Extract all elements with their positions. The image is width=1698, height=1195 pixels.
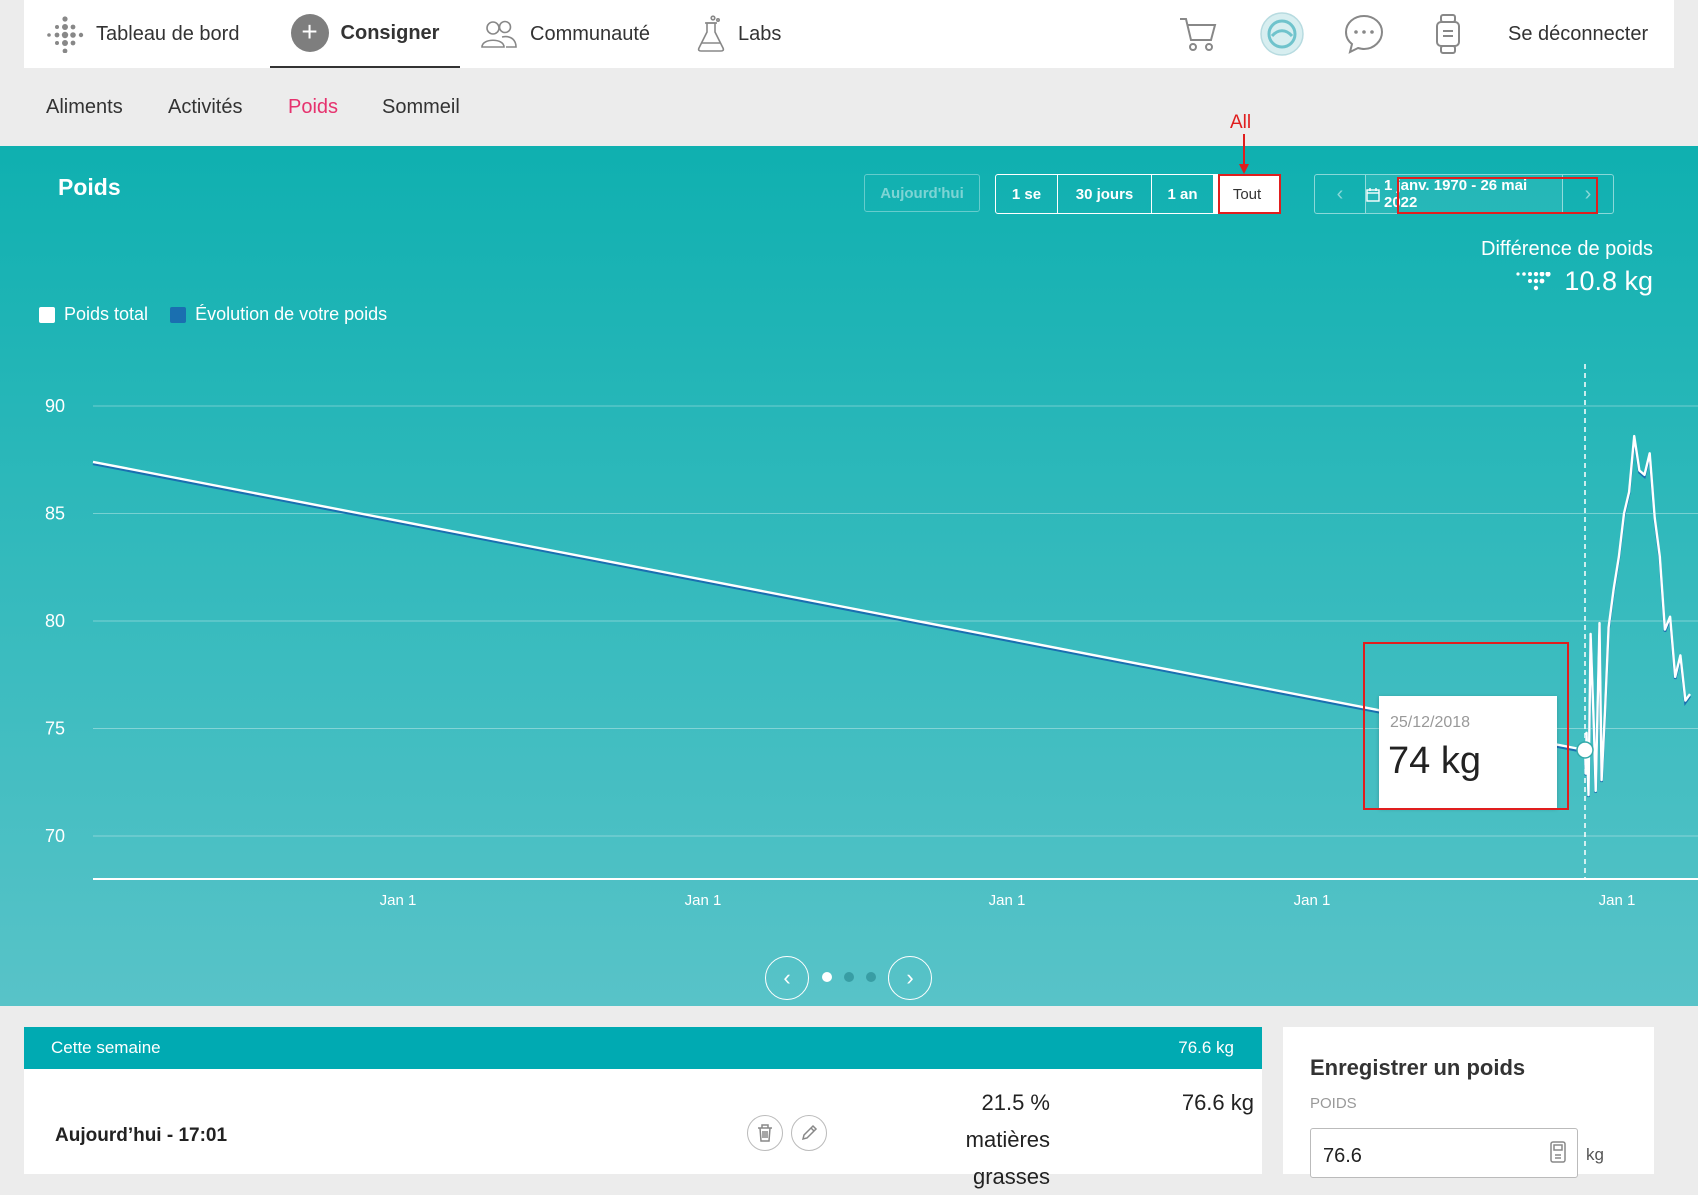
tooltip-value: 74 kg bbox=[1388, 740, 1481, 782]
range-all[interactable]: Tout bbox=[1214, 175, 1280, 213]
series-line-0 bbox=[92, 434, 1691, 797]
today-button[interactable]: Aujourd'hui bbox=[864, 174, 980, 212]
nav-community-label: Communauté bbox=[530, 22, 651, 45]
tab-weight[interactable]: Poids bbox=[288, 96, 339, 118]
flask-icon bbox=[696, 15, 726, 53]
this-week-total: 76.6 kg bbox=[1178, 1038, 1234, 1057]
log-weight-title: Enregistrer un poids bbox=[1310, 1055, 1526, 1080]
next-period-icon[interactable]: › bbox=[1584, 182, 1592, 205]
scale-icon bbox=[1550, 1141, 1566, 1163]
chart-tooltip: 25/12/2018 74 kg bbox=[1379, 696, 1557, 808]
weight-panel: Poids Aujourd'hui 1 se 30 jours 1 an Tou… bbox=[0, 112, 1698, 1006]
community-icon bbox=[480, 19, 518, 49]
weight-chart[interactable]: 90 85 80 75 70 Jan 1 Jan 1 Jan 1 Jan 1 Jan 1 bbox=[0, 146, 1698, 1006]
nav-log-label: Consigner bbox=[340, 21, 440, 44]
pager-dot-3[interactable] bbox=[866, 972, 876, 982]
weight-diff-value-row: 10.8 kg bbox=[1516, 266, 1653, 297]
range-1-week[interactable]: 1 se bbox=[996, 175, 1058, 213]
chart-legend: Poids total Évolution de votre poids bbox=[39, 304, 387, 325]
fitbit-logo-icon bbox=[46, 15, 84, 53]
y-tick-80: 80 bbox=[45, 611, 65, 631]
x-tick-label: Jan 1 bbox=[1599, 892, 1636, 909]
x-tick-label: Jan 1 bbox=[1294, 892, 1331, 909]
legend-total-swatch bbox=[39, 306, 55, 323]
range-30-days[interactable]: 30 jours bbox=[1058, 175, 1152, 213]
messages-icon[interactable] bbox=[1340, 10, 1388, 58]
range-1-year[interactable]: 1 an bbox=[1152, 175, 1214, 213]
weight-diff-label: Différence de poids bbox=[1481, 238, 1653, 260]
nav-dashboard-label: Tableau de bord bbox=[96, 22, 240, 45]
chart-prev-button[interactable]: ‹ bbox=[765, 956, 809, 1000]
chart-next-button[interactable]: › bbox=[888, 956, 932, 1000]
weight-diff-value: 10.8 kg bbox=[1564, 266, 1653, 296]
tab-activities[interactable]: Activités bbox=[168, 96, 243, 118]
range-selector: 1 se 30 jours 1 an Tout bbox=[995, 174, 1281, 214]
page-title: Poids bbox=[58, 174, 121, 200]
nav-dashboard[interactable]: Tableau de bord bbox=[46, 0, 239, 68]
avatar[interactable] bbox=[1258, 10, 1306, 58]
x-tick-label: Jan 1 bbox=[989, 892, 1026, 909]
fitbit-dots-icon bbox=[1516, 271, 1552, 292]
y-tick-70: 70 bbox=[45, 826, 65, 846]
device-icon[interactable] bbox=[1424, 10, 1472, 58]
logout-link[interactable]: Se déconnecter bbox=[1508, 22, 1649, 45]
nav-community[interactable]: Communauté bbox=[480, 0, 650, 68]
y-tick-75: 75 bbox=[45, 719, 65, 739]
hover-point-marker bbox=[1576, 741, 1594, 759]
entry-fat-line-2: matières bbox=[965, 1127, 1050, 1152]
x-tick-label: Jan 1 bbox=[380, 892, 417, 909]
entry-fat-line-1: 21.5 % bbox=[981, 1090, 1051, 1115]
entry-date: Aujourd’hui - 17:01 bbox=[55, 1125, 228, 1146]
entry-weight: 76.6 kg bbox=[1181, 1090, 1254, 1115]
top-navigation: Tableau de bord + Consigner Communauté L… bbox=[24, 0, 1674, 68]
calendar-icon bbox=[1366, 187, 1380, 202]
this-week-header: Cette semaine 76.6 kg bbox=[24, 1027, 1262, 1069]
plus-icon: + bbox=[290, 14, 329, 52]
pager-dot-1[interactable] bbox=[822, 972, 832, 982]
entry-fat: 21.5 % matières grasses bbox=[904, 1084, 1050, 1195]
tooltip-date: 25/12/2018 bbox=[1390, 714, 1471, 731]
nav-labs-label: Labs bbox=[738, 22, 782, 45]
y-tick-90: 90 bbox=[45, 396, 65, 416]
nav-log[interactable]: + Consigner bbox=[270, 0, 460, 68]
tab-sleep[interactable]: Sommeil bbox=[382, 96, 460, 118]
this-week-card: Cette semaine 76.6 kg Aujourd’hui - 17:0… bbox=[24, 1027, 1262, 1189]
weight-unit: kg bbox=[1586, 1145, 1604, 1164]
prev-period-icon[interactable]: ‹ bbox=[1336, 182, 1344, 205]
x-tick-label: Jan 1 bbox=[685, 892, 722, 909]
weight-input[interactable] bbox=[1310, 1128, 1578, 1178]
legend-total-label[interactable]: Poids total bbox=[64, 304, 149, 324]
sub-navigation: Aliments Activités Poids Sommeil bbox=[0, 68, 1698, 146]
annotation-all-label: All bbox=[1230, 112, 1252, 133]
y-tick-85: 85 bbox=[45, 504, 65, 524]
this-week-title: Cette semaine bbox=[51, 1038, 161, 1057]
log-weight-label: POIDS bbox=[1310, 1095, 1357, 1112]
log-weight-card: Enregistrer un poids POIDS kg bbox=[1283, 1027, 1654, 1178]
trash-icon[interactable] bbox=[747, 1115, 783, 1151]
legend-trend-swatch bbox=[170, 306, 187, 323]
tab-foods[interactable]: Aliments bbox=[46, 96, 123, 118]
legend-trend-label[interactable]: Évolution de votre poids bbox=[195, 304, 388, 324]
cart-icon[interactable] bbox=[1174, 10, 1222, 58]
pager-dot-2[interactable] bbox=[844, 972, 854, 982]
date-range-label: 1 janv. 1970 - 26 mai 2022 bbox=[1384, 177, 1528, 211]
entry-fat-line-3: grasses bbox=[972, 1164, 1050, 1189]
edit-icon[interactable] bbox=[791, 1115, 827, 1151]
annotation-arrow bbox=[1239, 134, 1249, 174]
nav-labs[interactable]: Labs bbox=[696, 0, 781, 68]
